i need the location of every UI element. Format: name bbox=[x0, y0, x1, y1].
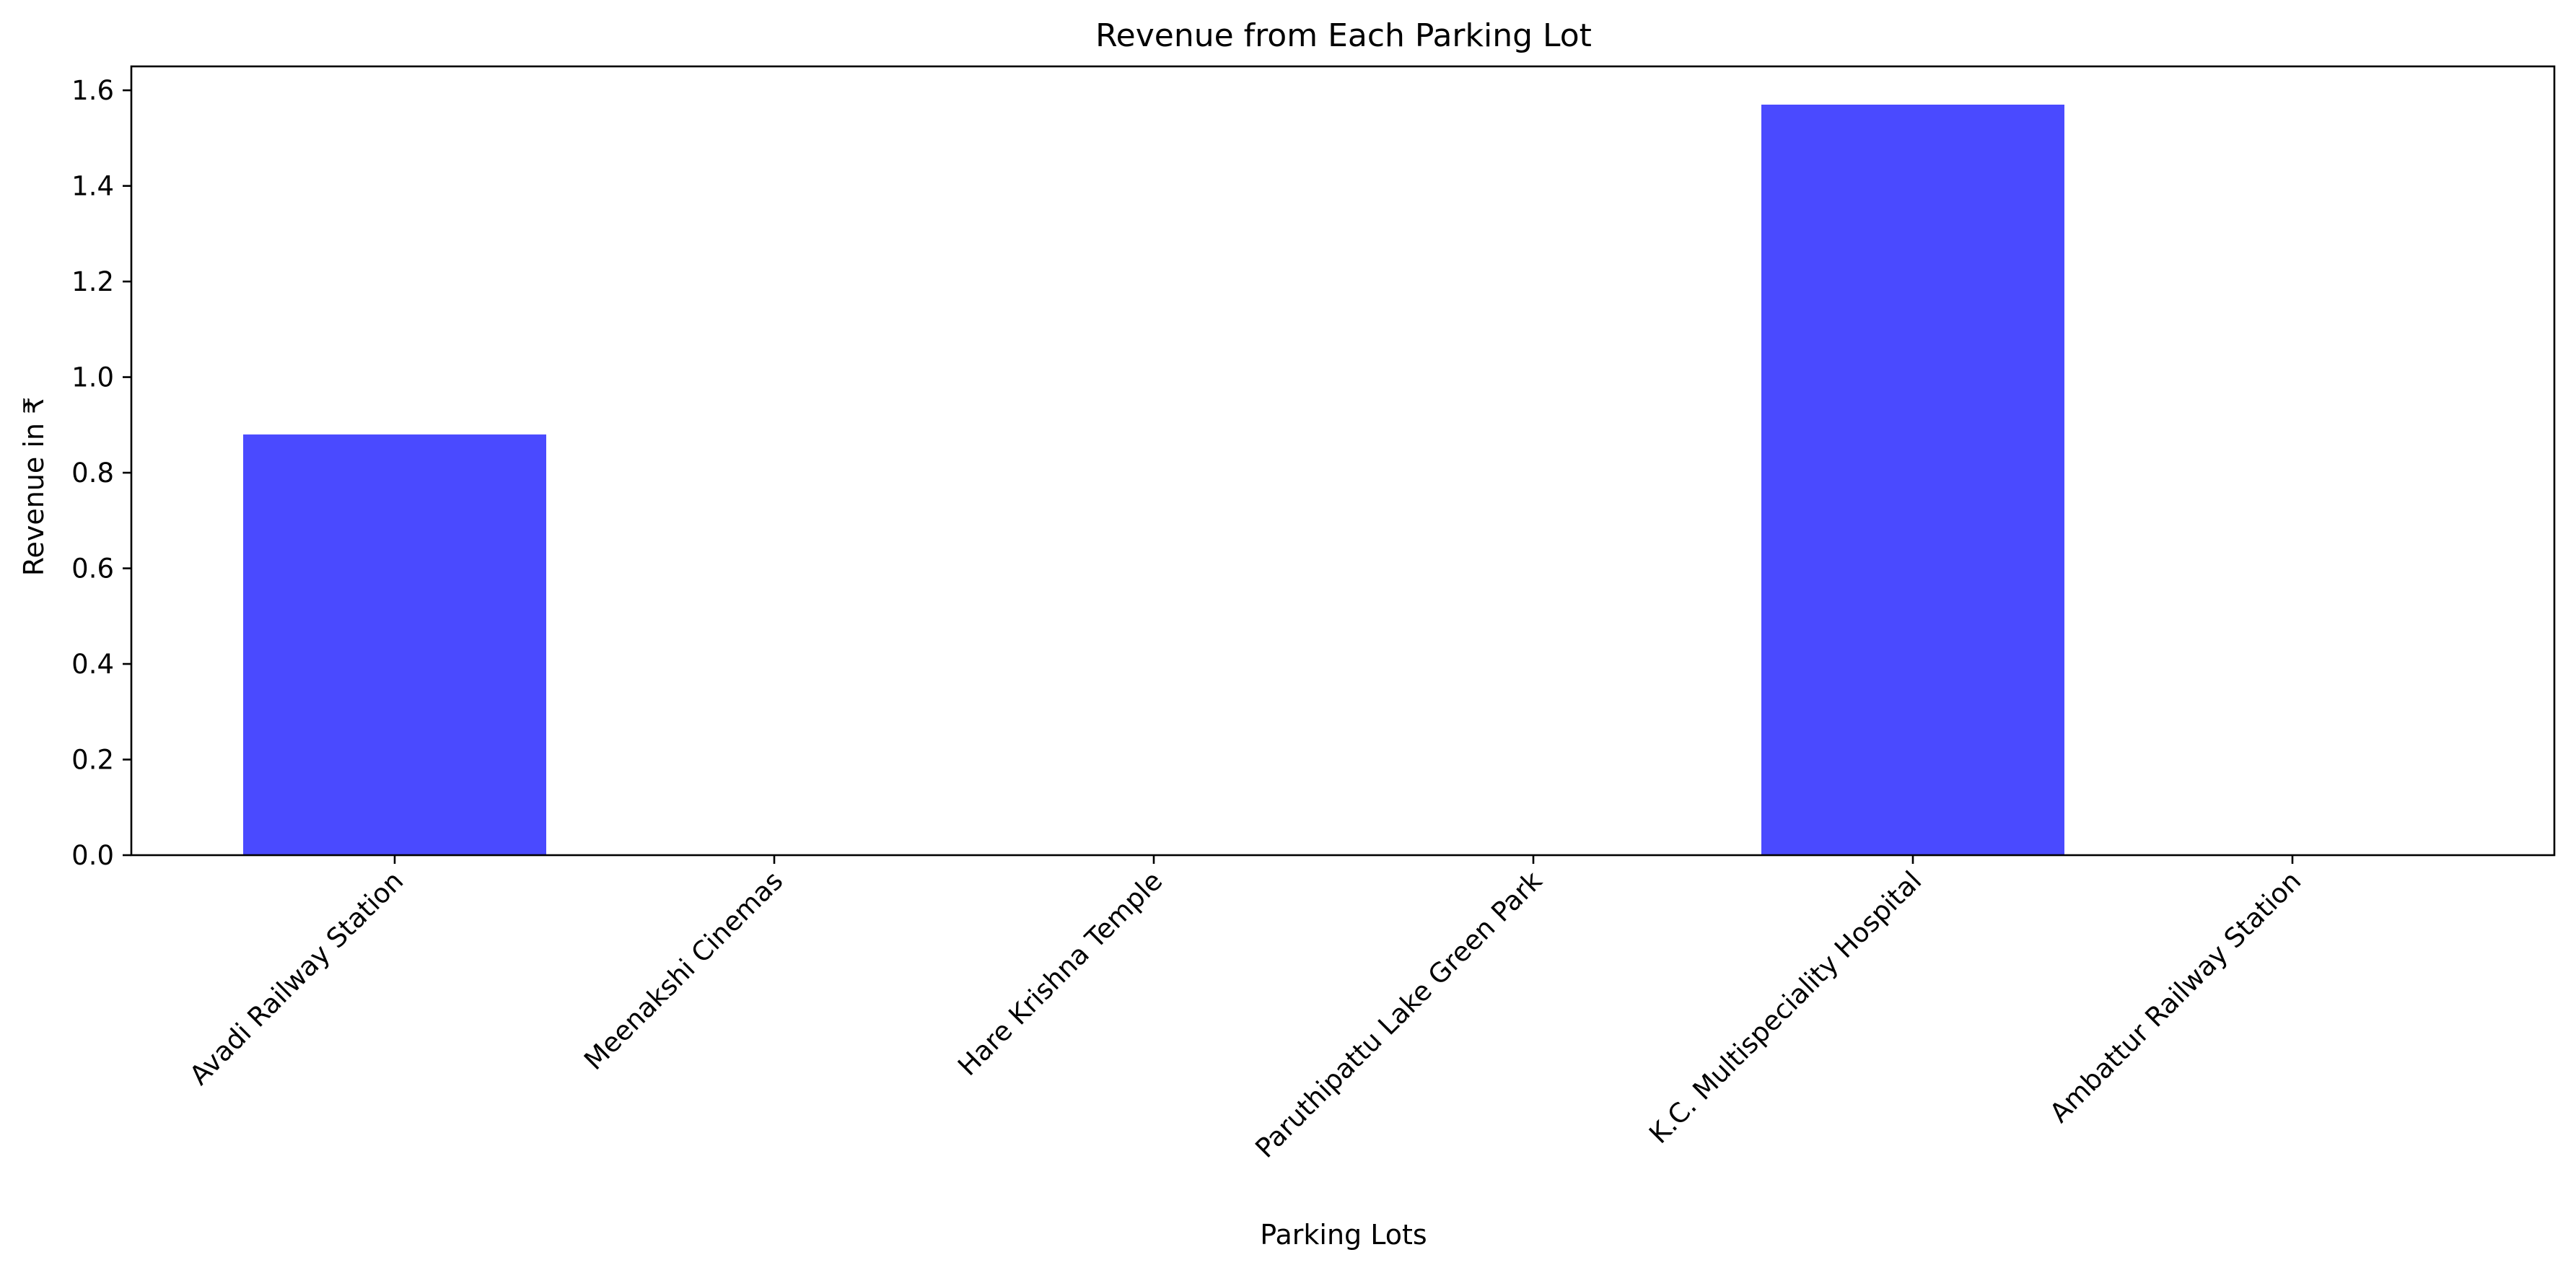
y-ticks-group: 0.0 0.2 0.4 0.6 0.8 1.0 1.2 1.4 1.6 bbox=[71, 75, 131, 871]
x-ticks-group: Avadi Railway Station Meenakshi Cinemas Ha… bbox=[183, 855, 2307, 1164]
x-tick-label: Meenakshi Cinemas bbox=[578, 865, 789, 1076]
y-tick-label: 1.0 bbox=[71, 362, 114, 393]
bar-avadi-railway-station bbox=[243, 434, 546, 855]
x-tick-label: K.C. Multispeciality Hospital bbox=[1643, 865, 1927, 1150]
x-tick-label: Avadi Railway Station bbox=[183, 865, 409, 1091]
y-tick-label: 0.2 bbox=[71, 745, 114, 776]
y-tick-label: 1.4 bbox=[71, 171, 114, 202]
x-tick-label: Ambattur Railway Station bbox=[2043, 865, 2307, 1129]
y-tick-label: 1.6 bbox=[71, 75, 114, 106]
y-tick-label: 0.8 bbox=[71, 458, 114, 489]
x-tick-label: Paruthipattu Lake Green Park bbox=[1249, 865, 1548, 1164]
bars-group bbox=[243, 104, 2064, 856]
y-tick-label: 0.6 bbox=[71, 554, 114, 585]
x-tick-label: Hare Krishna Temple bbox=[952, 865, 1168, 1082]
x-axis-label: Parking Lots bbox=[1260, 1219, 1427, 1251]
plot-frame bbox=[130, 65, 2556, 857]
bar-k-c-multispeciality-hospital bbox=[1761, 104, 2064, 856]
axes-group bbox=[130, 65, 2556, 857]
y-tick-label: 1.2 bbox=[71, 266, 114, 297]
y-axis-label: Revenue in ₹ bbox=[18, 397, 50, 576]
chart-title: Revenue from Each Parking Lot bbox=[1095, 17, 1592, 54]
y-tick-label: 0.0 bbox=[71, 840, 114, 871]
y-tick-label: 0.4 bbox=[71, 649, 114, 680]
